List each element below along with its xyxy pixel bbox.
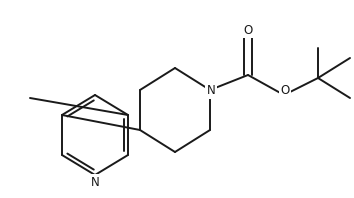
Text: O: O: [244, 24, 253, 36]
Text: O: O: [280, 84, 290, 96]
Text: N: N: [207, 85, 215, 97]
Text: N: N: [91, 175, 99, 188]
